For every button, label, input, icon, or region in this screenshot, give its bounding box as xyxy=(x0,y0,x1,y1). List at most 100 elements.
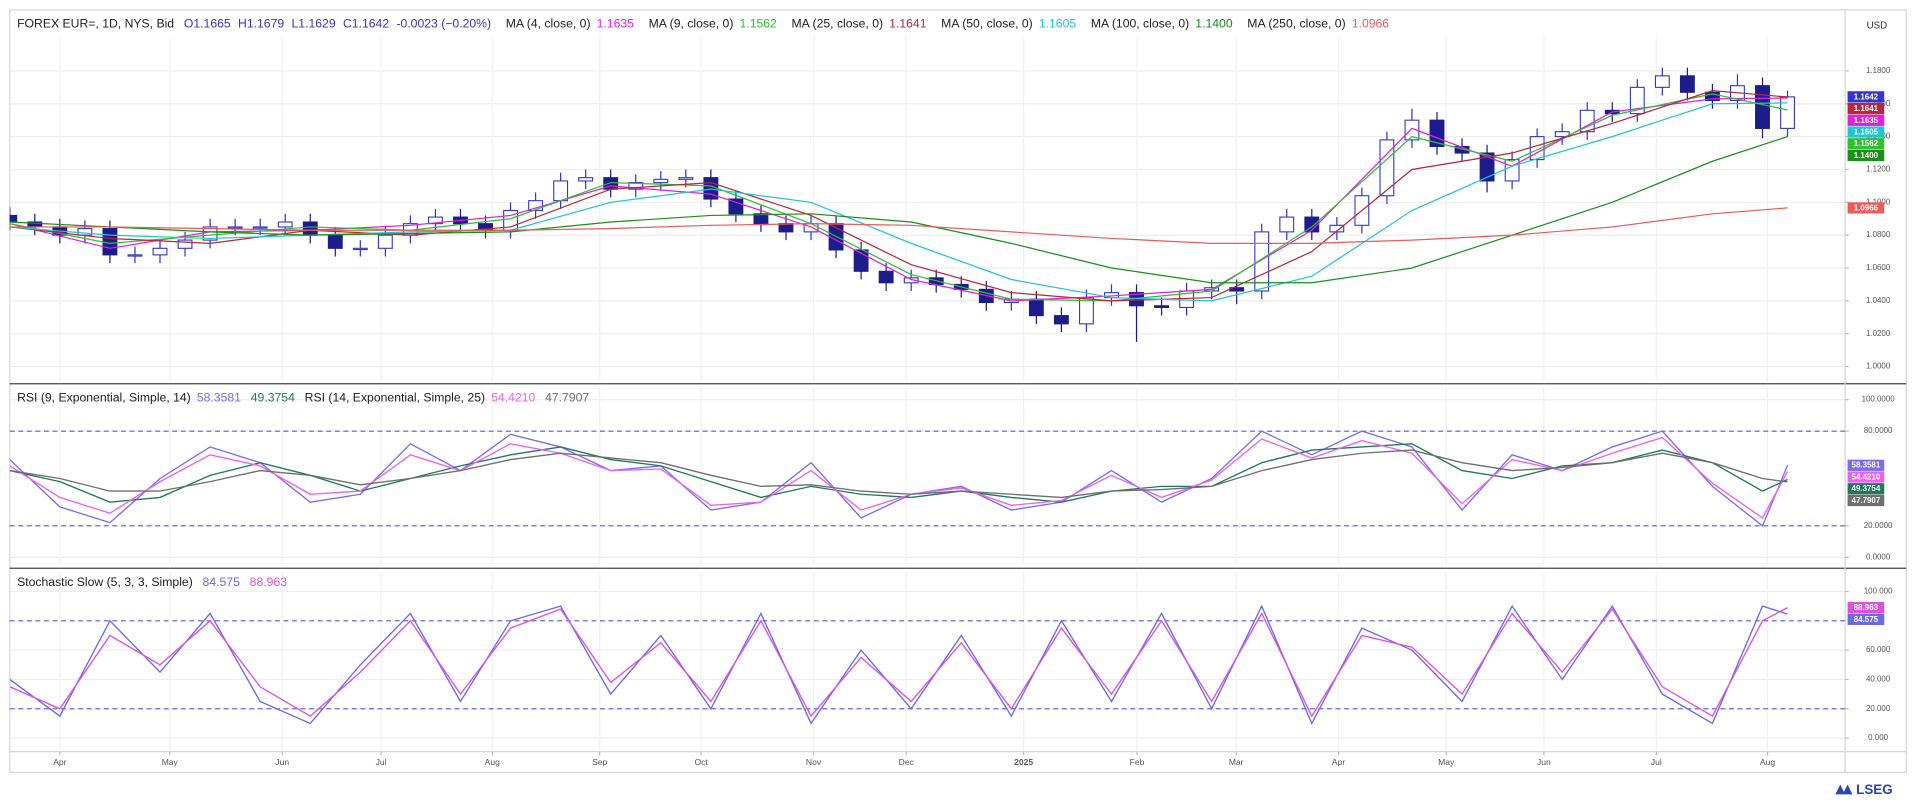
series-line xyxy=(9,604,1788,725)
frame xyxy=(9,9,1907,773)
legend-name: RSI (14, Exponential, Simple, 25) xyxy=(305,391,485,405)
x-tick-label: Sep xyxy=(592,757,607,767)
candle-body xyxy=(377,234,393,249)
value-badge-label: 47.7907 xyxy=(1852,496,1881,505)
value-badge xyxy=(1847,483,1885,495)
candle-body xyxy=(553,180,569,202)
value-badge xyxy=(1847,126,1885,138)
value-badge xyxy=(1847,471,1885,483)
candle-body xyxy=(1755,85,1770,129)
x-tick-label: Nov xyxy=(806,757,822,767)
value-badge-label: 88.963 xyxy=(1854,603,1879,612)
y-tick-label: 100.000 xyxy=(1864,587,1893,596)
candle-body xyxy=(127,254,143,257)
legend-name: MA (50, close, 0) xyxy=(941,17,1033,31)
x-tick-label: 2025 xyxy=(1014,757,1033,767)
brand: LSEG xyxy=(1856,782,1893,797)
candle-body xyxy=(152,247,168,256)
candle-body xyxy=(903,277,919,284)
candle-body xyxy=(252,226,268,229)
value-badge-label: 1.0966 xyxy=(1854,203,1879,212)
candle-body xyxy=(9,214,18,223)
legend-name: MA (100, close, 0) xyxy=(1091,17,1189,31)
candle-body xyxy=(227,226,243,229)
ohlc-label: L1.1629 xyxy=(292,17,336,31)
series-line xyxy=(9,607,1788,718)
candle-body xyxy=(1154,305,1170,308)
value-badge xyxy=(1847,114,1885,126)
candle-body xyxy=(1329,224,1345,233)
x-tick-label: Apr xyxy=(53,757,66,767)
legend-value: 1.1641 xyxy=(889,17,927,31)
value-badge xyxy=(1847,149,1885,162)
x-tick-label: Jun xyxy=(1537,757,1551,767)
value-badge-label: 1.1400 xyxy=(1854,151,1879,160)
plot-area xyxy=(9,67,1795,342)
value-badge xyxy=(1847,494,1885,507)
candle-body xyxy=(77,228,93,236)
x-tick-label: Feb xyxy=(1130,757,1145,767)
legend-value: 1.1605 xyxy=(1039,17,1077,31)
axis-unit: USD xyxy=(1867,20,1888,31)
legend-value: 49.3754 xyxy=(251,391,295,405)
candle-body xyxy=(327,234,343,249)
candle-body xyxy=(1504,159,1520,182)
y-tick-label: 20.000 xyxy=(1866,704,1891,713)
candle-body xyxy=(1679,75,1695,93)
candle-body xyxy=(678,177,694,180)
y-tick-label: 1.0000 xyxy=(1866,362,1891,371)
value-badge-label: 54.4210 xyxy=(1852,472,1881,481)
value-badge xyxy=(1847,202,1885,214)
value-badge-label: 84.575 xyxy=(1854,615,1879,624)
value-badge-label: 58.3581 xyxy=(1852,461,1881,470)
y-tick-label: 1.1800 xyxy=(1866,66,1891,75)
legend-value: 47.7907 xyxy=(545,391,589,405)
candle-body xyxy=(1379,139,1395,197)
legend-name: MA (9, close, 0) xyxy=(649,17,734,31)
ohlc-label: H1.1679 xyxy=(238,17,284,31)
y-tick-label: 0.000 xyxy=(1868,733,1888,742)
brand-logo: LSEG xyxy=(1835,782,1893,797)
candle-body xyxy=(1429,119,1445,148)
legend-name: MA (4, close, 0) xyxy=(506,17,591,31)
candle-body xyxy=(277,221,293,228)
legend-value: 1.1635 xyxy=(597,17,635,31)
x-tick-label: Mar xyxy=(1229,757,1244,767)
candle-body xyxy=(653,178,669,184)
candle-body xyxy=(1404,119,1420,141)
candle-body xyxy=(1579,109,1595,133)
ohlc-label: O1.1665 xyxy=(184,17,231,31)
legend-name: MA (250, close, 0) xyxy=(1247,17,1345,31)
moving-average-line xyxy=(9,93,1788,302)
x-tick-label: Apr xyxy=(1332,757,1345,767)
candle-body xyxy=(1279,216,1295,233)
candle-body xyxy=(1629,86,1645,115)
value-badge-label: 1.1642 xyxy=(1854,92,1879,101)
y-tick-label: 60.000 xyxy=(1866,645,1891,654)
candle-body xyxy=(177,239,193,249)
candle-body xyxy=(102,228,118,256)
legend-value: 1.1400 xyxy=(1195,17,1233,31)
value-badge xyxy=(1847,91,1885,103)
y-tick-label: 0.0000 xyxy=(1866,552,1891,561)
legend-value: 1.1562 xyxy=(740,17,778,31)
legend-name: RSI (9, Exponential, Simple, 14) xyxy=(17,391,191,405)
logo-icon xyxy=(1835,784,1853,795)
legend-value: 54.4210 xyxy=(491,391,535,405)
value-badge xyxy=(1847,459,1885,471)
y-tick-label: 80.0000 xyxy=(1864,426,1893,435)
candle-body xyxy=(1554,131,1570,138)
candle-body xyxy=(753,213,769,225)
candle-body xyxy=(578,177,594,182)
candle-body xyxy=(628,182,644,190)
candle-body xyxy=(352,247,368,251)
legend-value: 88.963 xyxy=(250,575,288,589)
plot-area xyxy=(9,604,1788,725)
chart-title: Stochastic Slow (5, 3, 3, Simple) xyxy=(17,575,193,589)
candle-body xyxy=(1704,91,1720,102)
y-tick-label: 1.0200 xyxy=(1866,329,1891,338)
x-tick-label: Aug xyxy=(1760,757,1775,767)
chart-title: FOREX EUR=, 1D, NYS, Bid xyxy=(17,17,174,31)
candle-body xyxy=(778,223,794,233)
